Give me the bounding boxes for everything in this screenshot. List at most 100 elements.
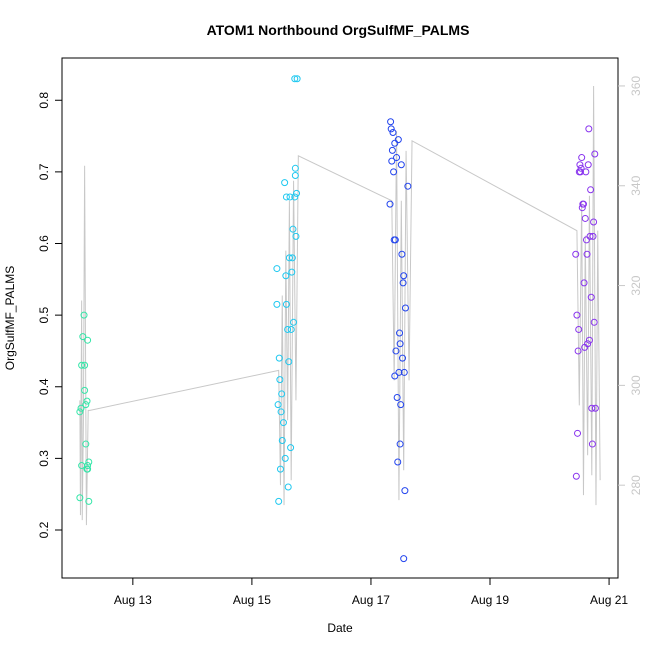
point bbox=[387, 118, 395, 126]
point bbox=[287, 444, 295, 452]
point bbox=[591, 150, 599, 158]
point bbox=[586, 232, 594, 240]
point bbox=[76, 494, 84, 502]
point bbox=[275, 497, 283, 505]
point bbox=[288, 254, 296, 262]
point bbox=[585, 336, 593, 344]
y-tick-label: 0.3 bbox=[37, 450, 51, 467]
point bbox=[84, 462, 92, 470]
point bbox=[577, 164, 585, 172]
point bbox=[393, 394, 401, 402]
point bbox=[576, 161, 584, 169]
y2-tick-label: 300 bbox=[629, 375, 643, 395]
point bbox=[584, 340, 592, 348]
point bbox=[399, 354, 407, 362]
point bbox=[391, 372, 399, 380]
y2-tick-label: 320 bbox=[629, 275, 643, 295]
point bbox=[78, 361, 86, 369]
y2-tick-label: 360 bbox=[629, 76, 643, 96]
point bbox=[281, 454, 289, 462]
point bbox=[399, 279, 407, 287]
y2-tick-label: 340 bbox=[629, 175, 643, 195]
point bbox=[391, 139, 399, 147]
point bbox=[589, 232, 597, 240]
point bbox=[574, 429, 582, 437]
point bbox=[582, 236, 590, 244]
point bbox=[81, 361, 89, 369]
point bbox=[285, 358, 293, 366]
point bbox=[388, 146, 396, 154]
point bbox=[79, 333, 87, 341]
point bbox=[286, 193, 294, 201]
point bbox=[397, 161, 405, 169]
point bbox=[391, 236, 399, 244]
point bbox=[389, 128, 397, 136]
x-tick-label: Aug 21 bbox=[590, 593, 628, 607]
point bbox=[275, 354, 283, 362]
y-tick-label: 0.5 bbox=[37, 306, 51, 323]
y2-tick-label: 280 bbox=[629, 475, 643, 495]
point bbox=[572, 472, 580, 480]
point bbox=[85, 458, 93, 466]
point bbox=[394, 458, 402, 466]
point bbox=[289, 225, 297, 233]
plot-box bbox=[61, 57, 619, 579]
point bbox=[590, 218, 598, 226]
point bbox=[291, 164, 299, 172]
point bbox=[82, 401, 90, 409]
point bbox=[284, 325, 292, 333]
y-tick-label: 0.7 bbox=[37, 163, 51, 180]
x-tick-label: Aug 15 bbox=[233, 593, 271, 607]
point bbox=[576, 168, 584, 176]
point bbox=[397, 401, 405, 409]
point bbox=[401, 487, 409, 495]
point bbox=[287, 325, 295, 333]
x-axis-label: Date bbox=[327, 621, 353, 635]
point bbox=[84, 336, 92, 344]
point bbox=[588, 404, 596, 412]
point bbox=[404, 182, 412, 190]
point bbox=[396, 440, 404, 448]
point bbox=[582, 168, 590, 176]
x-tick-label: Aug 19 bbox=[471, 593, 509, 607]
point bbox=[278, 436, 286, 444]
point bbox=[574, 347, 582, 355]
point bbox=[291, 75, 299, 83]
point bbox=[77, 404, 85, 412]
point bbox=[400, 368, 408, 376]
chart-title: ATOM1 Northbound OrgSulfMF_PALMS bbox=[207, 22, 470, 38]
point bbox=[390, 168, 398, 176]
point bbox=[388, 157, 396, 165]
point bbox=[278, 390, 286, 398]
line-series bbox=[79, 85, 601, 526]
point bbox=[82, 440, 90, 448]
y-tick-label: 0.2 bbox=[37, 521, 51, 538]
point bbox=[396, 329, 404, 337]
point bbox=[291, 193, 299, 201]
point bbox=[573, 311, 581, 319]
point bbox=[575, 325, 583, 333]
point bbox=[400, 272, 408, 280]
point bbox=[274, 401, 282, 409]
point bbox=[578, 204, 586, 212]
point bbox=[285, 254, 293, 262]
point bbox=[83, 397, 91, 405]
y-axis-label: OrgSulfMF_PALMS bbox=[3, 266, 17, 370]
point bbox=[273, 265, 281, 273]
y-tick-label: 0.6 bbox=[37, 235, 51, 252]
point bbox=[386, 200, 394, 208]
point bbox=[279, 419, 287, 427]
point bbox=[292, 232, 300, 240]
point bbox=[81, 386, 89, 394]
point bbox=[85, 497, 93, 505]
point bbox=[585, 125, 593, 133]
point bbox=[591, 404, 599, 412]
point bbox=[293, 189, 301, 197]
point bbox=[587, 293, 595, 301]
point bbox=[579, 200, 587, 208]
point bbox=[584, 161, 592, 169]
point bbox=[282, 272, 290, 280]
